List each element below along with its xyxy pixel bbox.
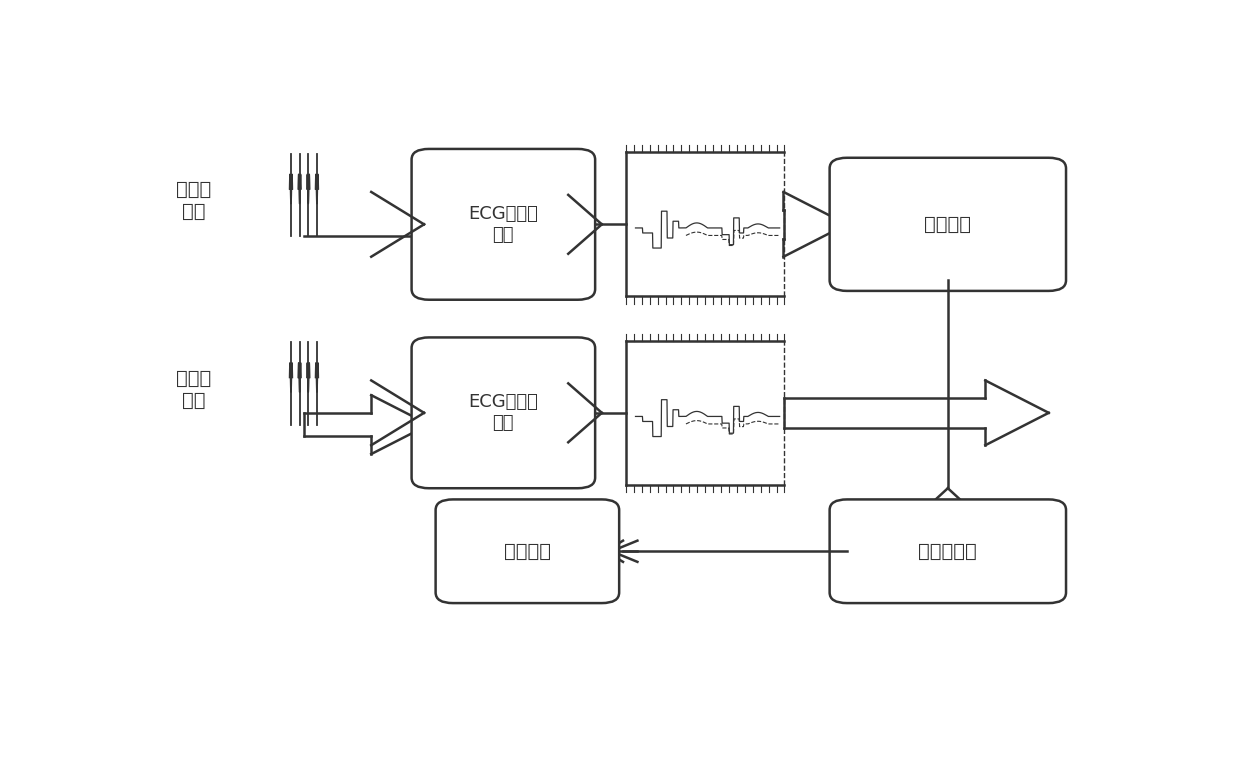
Text: ECG归一化
算法: ECG归一化 算法 [469, 393, 538, 432]
Text: 数据中心: 数据中心 [924, 215, 971, 234]
Text: 相似性比较: 相似性比较 [919, 542, 977, 561]
Text: 测试结果: 测试结果 [503, 542, 551, 561]
Text: 训练集
数据: 训练集 数据 [176, 181, 211, 221]
FancyBboxPatch shape [435, 500, 619, 603]
FancyBboxPatch shape [830, 500, 1066, 603]
FancyBboxPatch shape [830, 158, 1066, 291]
Text: ECG归一化
算法: ECG归一化 算法 [469, 205, 538, 244]
FancyBboxPatch shape [412, 337, 595, 488]
Text: 测试集
数据: 测试集 数据 [176, 369, 211, 410]
FancyBboxPatch shape [412, 149, 595, 300]
